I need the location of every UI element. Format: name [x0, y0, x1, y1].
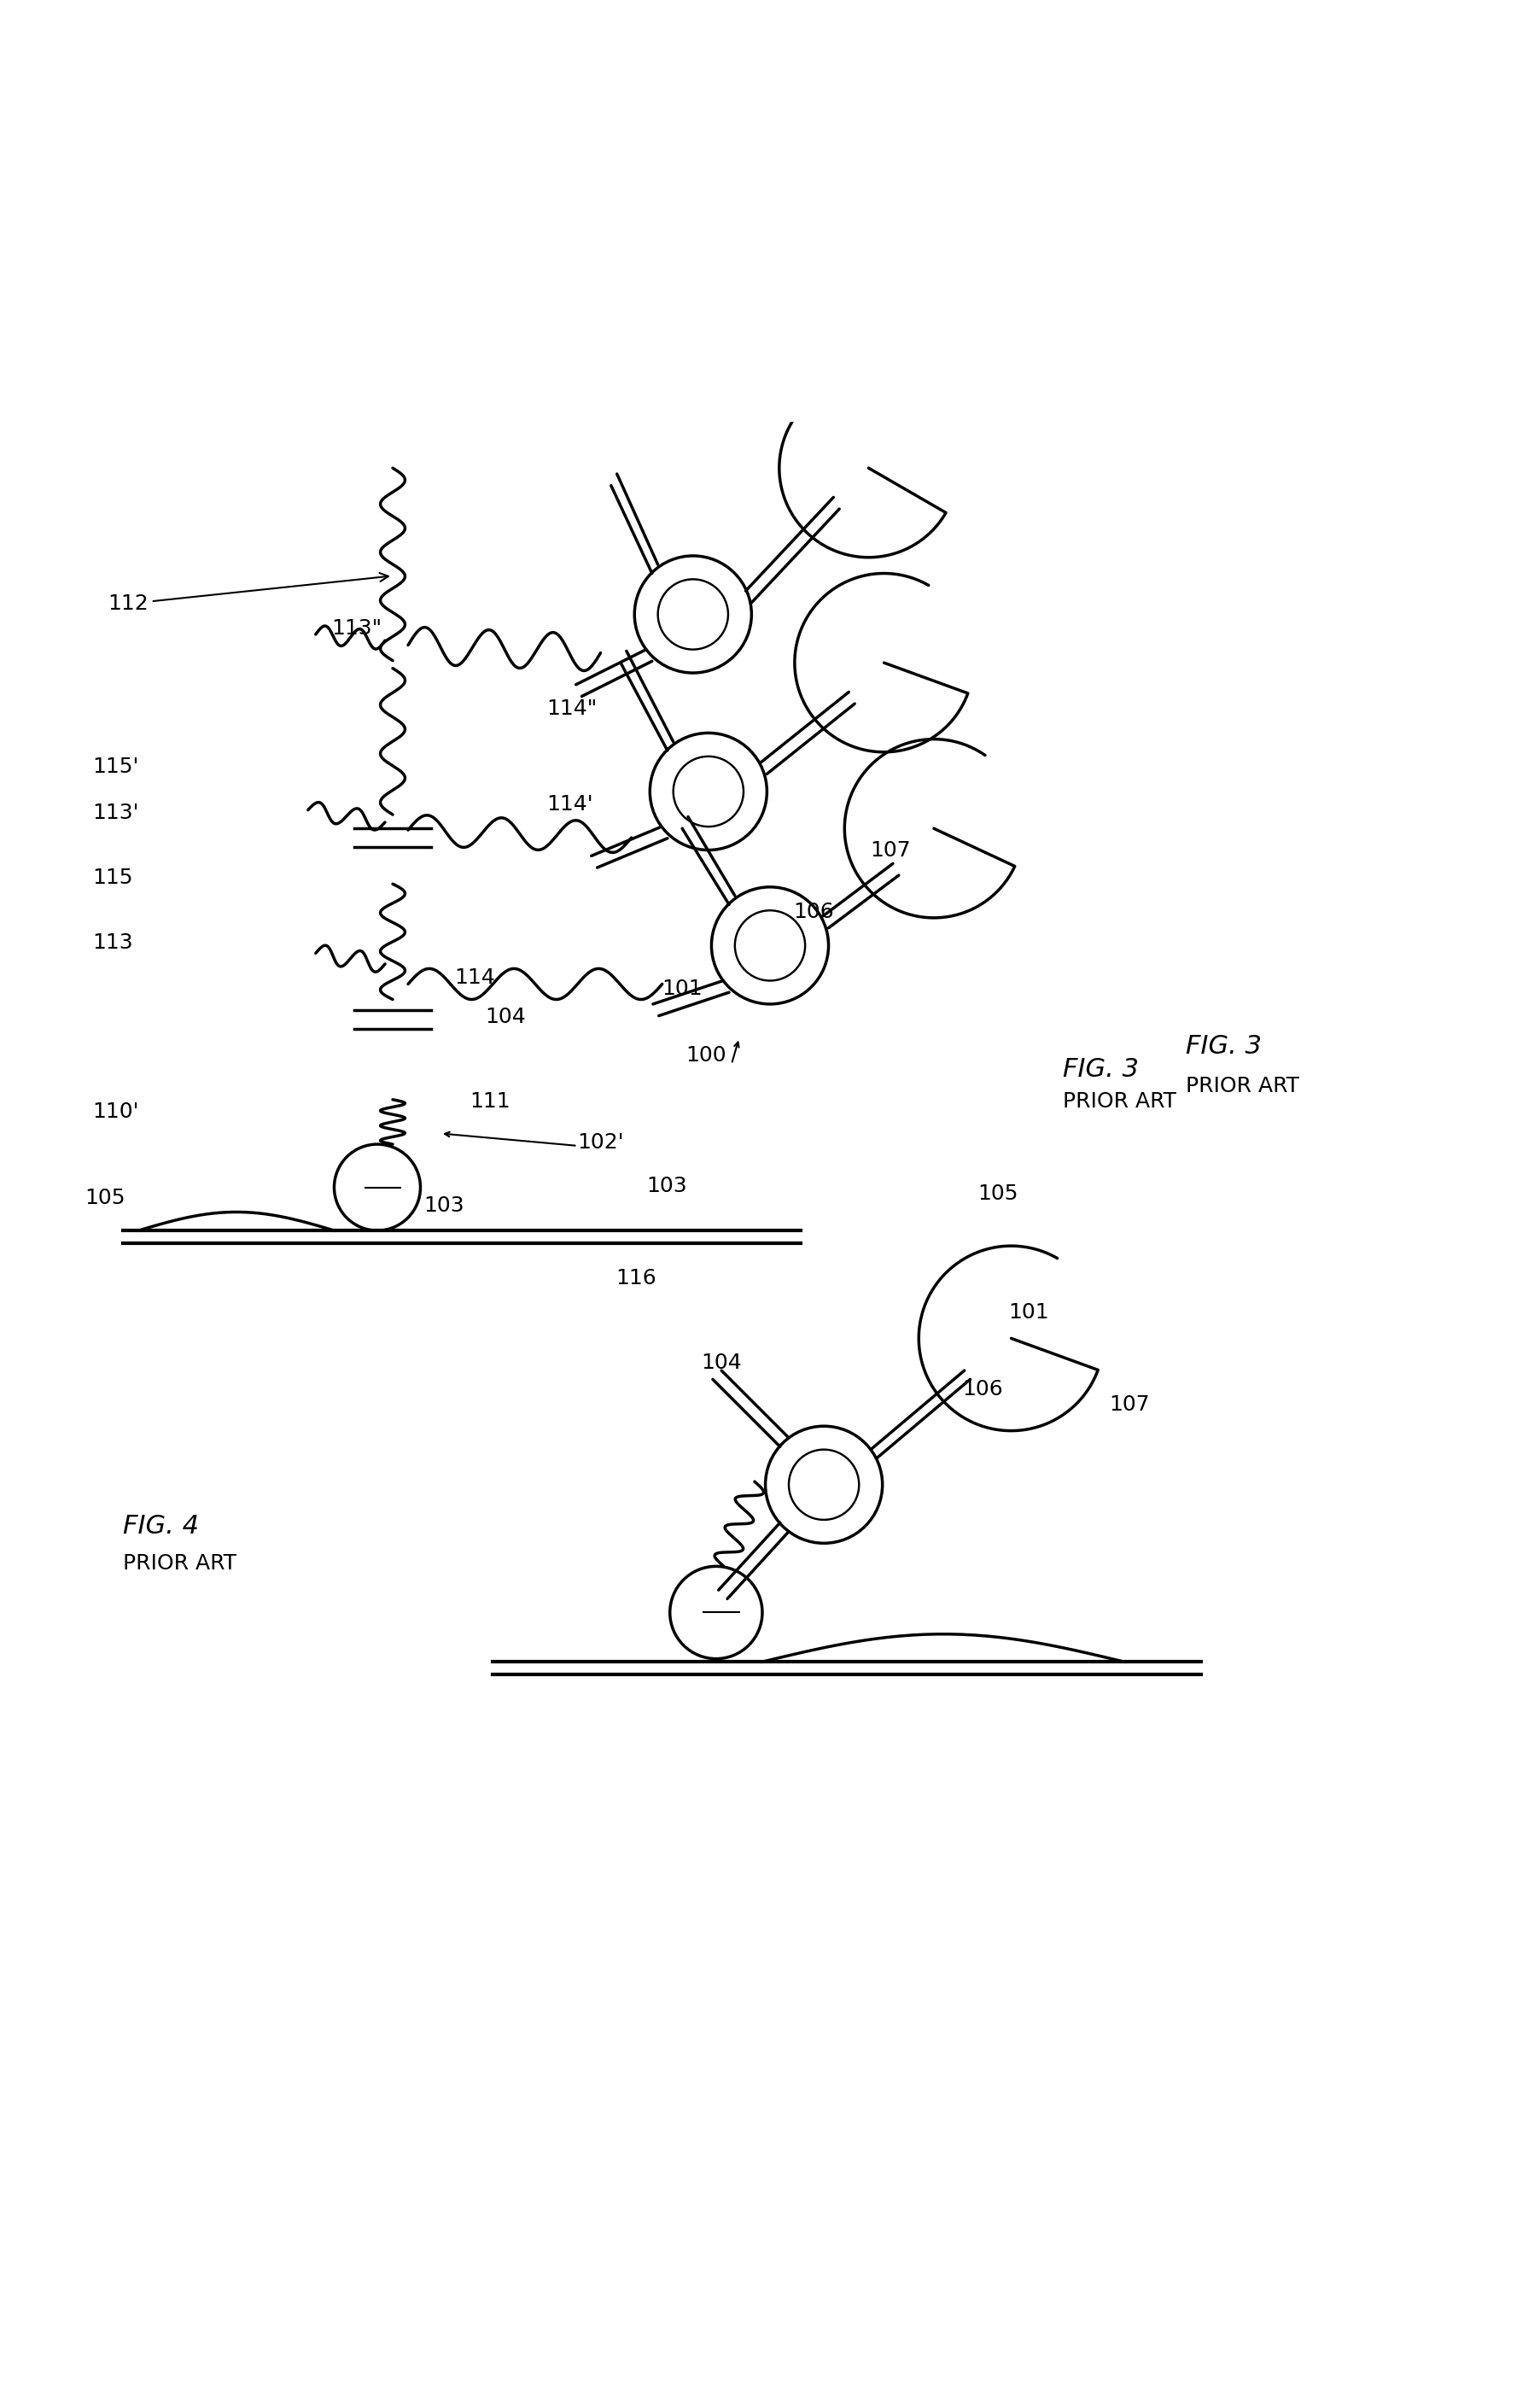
Text: 116: 116 — [616, 1268, 656, 1290]
Text: 115': 115' — [92, 756, 139, 777]
Text: PRIOR ART: PRIOR ART — [1063, 1092, 1177, 1111]
Text: 110': 110' — [92, 1101, 139, 1123]
Text: FIG. 3: FIG. 3 — [1063, 1056, 1138, 1082]
Text: 105: 105 — [85, 1187, 125, 1209]
Text: 105: 105 — [978, 1182, 1018, 1204]
Text: PRIOR ART: PRIOR ART — [1186, 1075, 1300, 1097]
Text: 101: 101 — [662, 977, 702, 999]
Text: 113': 113' — [92, 803, 139, 822]
Text: 100: 100 — [685, 1044, 725, 1066]
Text: 114": 114" — [547, 699, 598, 718]
Text: 104: 104 — [701, 1354, 741, 1373]
Text: 103: 103 — [424, 1197, 464, 1216]
Text: 104: 104 — [485, 1006, 525, 1028]
Text: PRIOR ART: PRIOR ART — [123, 1552, 237, 1573]
Text: 113": 113" — [331, 617, 382, 639]
Text: 106: 106 — [962, 1378, 1003, 1399]
Text: 107: 107 — [870, 839, 910, 861]
Text: 115: 115 — [92, 868, 132, 889]
Text: 114: 114 — [454, 968, 494, 989]
Text: 112: 112 — [108, 572, 388, 615]
Text: 111: 111 — [470, 1092, 510, 1111]
Text: 103: 103 — [647, 1175, 687, 1197]
Text: FIG. 4: FIG. 4 — [123, 1514, 199, 1540]
Text: FIG. 3: FIG. 3 — [1186, 1035, 1261, 1058]
Text: 106: 106 — [793, 901, 833, 923]
Text: 107: 107 — [1109, 1395, 1149, 1416]
Text: 101: 101 — [1009, 1302, 1049, 1323]
Text: 114': 114' — [547, 794, 593, 815]
Text: 102': 102' — [578, 1132, 624, 1154]
Text: 113: 113 — [92, 932, 132, 954]
